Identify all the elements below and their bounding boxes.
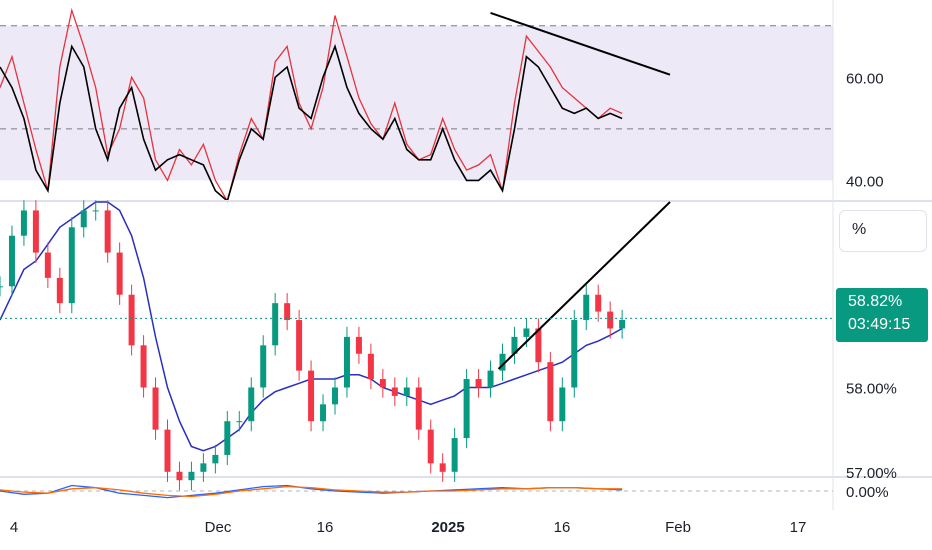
percent-scale-button[interactable]: % xyxy=(839,210,927,252)
candle-body xyxy=(260,345,267,388)
current-price-tag: 58.82% 03:49:15 xyxy=(836,288,928,342)
macd-tick-label: 0.00% xyxy=(846,484,889,501)
rsi-series xyxy=(0,7,623,203)
candle-body xyxy=(248,387,255,422)
candle-body xyxy=(559,387,566,422)
candle-body xyxy=(451,438,458,472)
date-tick-label: 2025 xyxy=(431,519,464,536)
candle-body xyxy=(463,379,470,439)
candle-body xyxy=(152,387,159,430)
candle-body xyxy=(200,463,207,472)
candle-body xyxy=(547,362,554,422)
candle-body xyxy=(296,320,303,371)
candle-body xyxy=(379,379,386,388)
candle-body xyxy=(80,210,87,228)
price-tick-label: 57.00% xyxy=(846,465,897,482)
candle-body xyxy=(224,421,231,455)
candle-body xyxy=(308,370,315,422)
candle-body xyxy=(32,210,39,253)
candle-body xyxy=(475,379,482,388)
date-tick-label: 17 xyxy=(790,519,807,536)
candle-body xyxy=(415,387,422,430)
candle-body xyxy=(343,336,350,388)
candle-body xyxy=(523,328,530,337)
candle-body xyxy=(511,336,518,354)
candle-body xyxy=(188,471,195,481)
price-trendline[interactable] xyxy=(497,201,671,370)
candle-body xyxy=(320,404,327,422)
candle-body xyxy=(284,303,291,321)
candle-body xyxy=(583,294,590,321)
candle-body xyxy=(236,421,243,423)
date-tick-label: 16 xyxy=(317,519,334,536)
candle-body xyxy=(367,353,374,380)
candle-body xyxy=(92,210,99,212)
candle-body xyxy=(403,387,410,396)
current-price-value: 58.82% xyxy=(848,293,903,310)
candle-body xyxy=(104,210,111,253)
candle-body xyxy=(595,294,602,312)
candle-body xyxy=(116,252,123,295)
percent-scale-label: % xyxy=(852,221,867,238)
candle-body xyxy=(140,345,147,388)
rsi-tick-label: 60.00 xyxy=(846,70,884,87)
candle-body xyxy=(164,429,171,472)
macd-signal-line xyxy=(0,485,623,498)
candle-body xyxy=(607,311,614,329)
rsi-trendline[interactable] xyxy=(490,11,671,76)
candle-body xyxy=(571,320,578,388)
date-tick-label: 16 xyxy=(554,519,571,536)
rsi-line xyxy=(0,7,623,203)
candle-body xyxy=(332,387,338,405)
candle-body xyxy=(272,303,279,346)
price-tick-label: 58.00% xyxy=(846,380,897,397)
candle-body xyxy=(499,353,506,371)
bar-countdown: 03:49:15 xyxy=(848,316,911,333)
candle-body xyxy=(128,294,135,346)
macd-series xyxy=(0,484,623,499)
candle-body xyxy=(535,328,542,363)
candle-body xyxy=(20,210,27,236)
rsi-reference-lines xyxy=(0,25,833,130)
candle-body xyxy=(619,320,626,329)
candle-body xyxy=(176,471,183,481)
date-tick-label: 4 xyxy=(10,519,18,536)
date-tick-label: Dec xyxy=(205,519,232,536)
time-scale[interactable]: 4 Dec 16 2025 16 Feb 17 xyxy=(10,519,807,536)
date-tick-label: Feb xyxy=(665,519,691,536)
candle-body xyxy=(8,235,15,287)
candle-body xyxy=(56,277,63,304)
candle-body xyxy=(68,227,75,304)
candle-body xyxy=(44,252,51,278)
candle-body xyxy=(439,463,446,472)
candle-body xyxy=(391,387,398,396)
candle-body xyxy=(487,370,494,388)
rsi-tick-label: 40.00 xyxy=(846,173,884,190)
rsi-band xyxy=(0,25,833,181)
candle-body xyxy=(212,454,219,464)
candle-body xyxy=(0,286,3,288)
candle-body xyxy=(427,429,434,464)
candle-body xyxy=(355,336,362,354)
rsi-signal-line xyxy=(0,43,623,203)
candles xyxy=(0,200,626,491)
